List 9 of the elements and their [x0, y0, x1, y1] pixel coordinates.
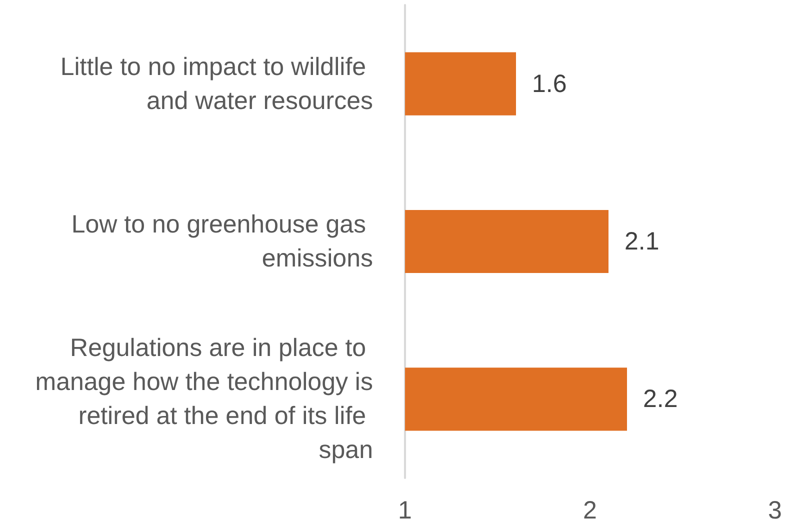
x-tick-label: 1: [398, 496, 412, 524]
data-label: 1.6: [532, 70, 567, 98]
x-tick-label: 3: [768, 496, 782, 524]
y-tick-label: Low to no greenhouse gas emissions: [71, 210, 373, 272]
data-label: 2.1: [624, 228, 660, 256]
x-tick-label: 2: [583, 496, 597, 524]
y-tick-label: Little to no impact to wildlife and water resources: [60, 52, 373, 115]
y-tick-label: Regulations are in place to manage how the technology is retired at the end of its life span: [35, 334, 373, 464]
data-label: 2.2: [643, 385, 678, 414]
